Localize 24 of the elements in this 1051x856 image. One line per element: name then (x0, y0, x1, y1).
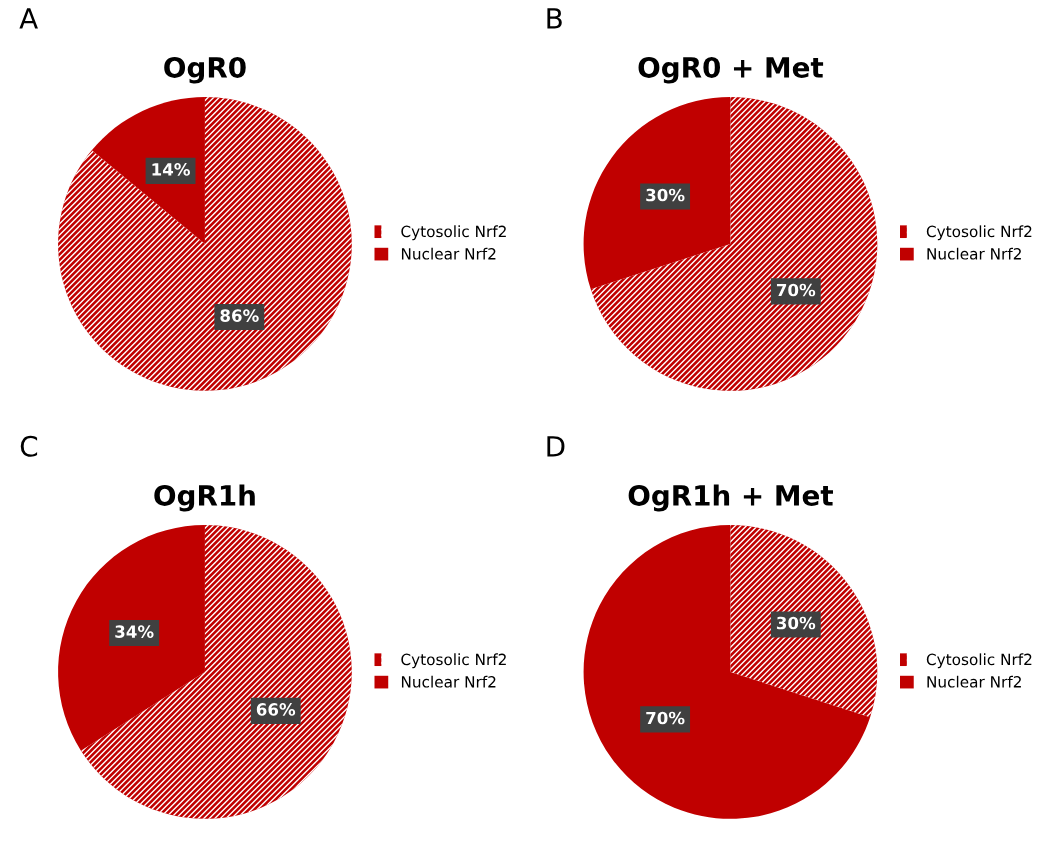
legend-label: Nuclear Nrf2 (401, 247, 496, 260)
legend-label: Cytosolic Nrf2 (926, 653, 1032, 669)
data-label: 14% (152, 163, 190, 176)
text: C (20, 435, 38, 457)
legend-label: Cytosolic Nrf2 (926, 225, 1032, 241)
text: A (19, 8, 38, 29)
data-label: 86% (220, 309, 259, 322)
text: D (547, 436, 565, 457)
legend-label: Cytosolic Nrf2 (401, 653, 506, 669)
legend-label: Nuclear Nrf2 (927, 247, 1021, 260)
chart-title: OgR0 (164, 56, 246, 84)
legend-label: Cytosolic Nrf2 (401, 225, 506, 241)
data-label: 70% (776, 283, 816, 297)
text: B (547, 8, 562, 29)
data-label: 66% (256, 703, 296, 716)
data-label: 34% (115, 625, 154, 638)
data-label: 70% (646, 711, 685, 725)
data-label: 30% (776, 616, 816, 630)
chart-title: OgR1h (154, 484, 255, 512)
chart-title: OgR0 + Met (638, 56, 824, 84)
legend-label: Nuclear Nrf2 (927, 675, 1021, 688)
data-label: 30% (646, 188, 685, 202)
chart-title: OgR1h + Met (628, 484, 833, 512)
legend-label: Nuclear Nrf2 (401, 675, 496, 688)
